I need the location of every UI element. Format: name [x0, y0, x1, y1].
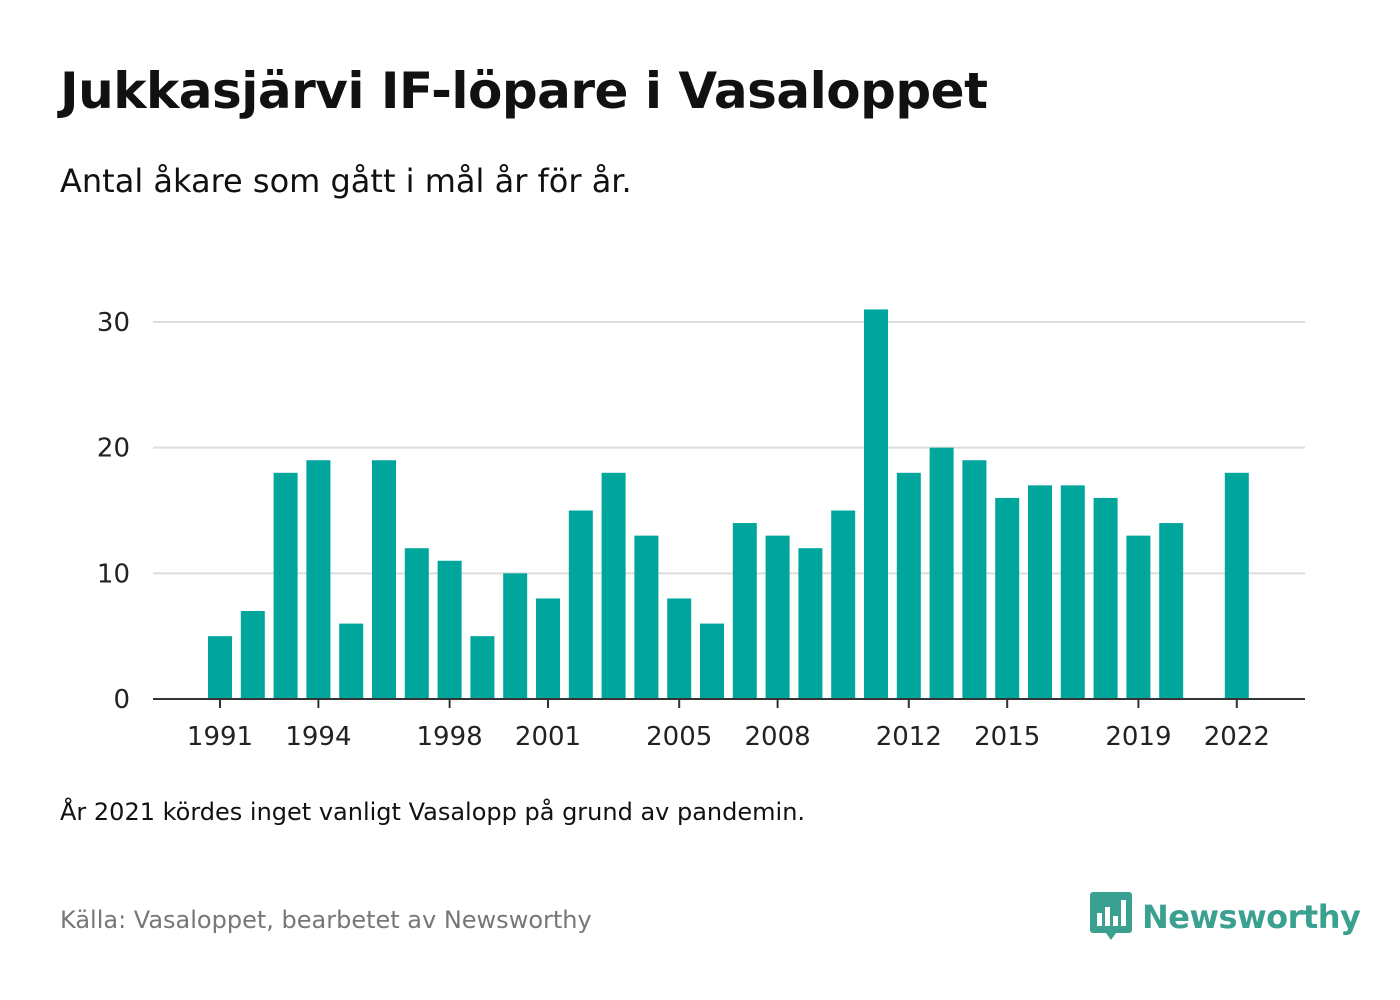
bar-1998 — [437, 560, 462, 699]
brand-name: Newsworthy — [1142, 898, 1361, 936]
bar-1992 — [240, 611, 265, 699]
x-tick-label: 2019 — [1105, 722, 1171, 752]
y-tick-label: 30 — [97, 308, 130, 338]
y-tick-label: 20 — [97, 434, 130, 464]
bar-2016 — [1028, 485, 1052, 699]
footnote: År 2021 kördes inget vanligt Vasalopp på… — [60, 798, 806, 826]
y-tick-label: 10 — [97, 559, 130, 589]
bar-2010 — [831, 510, 856, 699]
y-axis-ticks: 0 10 20 30 — [97, 308, 130, 715]
chart-title: Jukkasjärvi IF-löpare i Vasaloppet — [60, 62, 988, 120]
bar-chart: 0 10 20 30 1991 1994 1998 2001 2005 2008 2012 2015… — [97, 308, 1305, 752]
bar-1999 — [470, 636, 495, 699]
x-tick-label: 2001 — [515, 722, 581, 752]
bar-2001 — [536, 598, 560, 699]
bar-2022 — [1224, 472, 1249, 699]
bar-2002 — [568, 510, 593, 699]
bar-2014 — [962, 460, 987, 699]
bar-2018 — [1093, 497, 1118, 699]
bar-2012 — [896, 472, 921, 699]
bar-2011 — [864, 309, 888, 699]
bar-2007 — [732, 523, 757, 699]
bar-2009 — [798, 548, 823, 699]
bar-2005 — [667, 598, 692, 699]
bar-2000 — [503, 573, 528, 699]
bar-2015 — [995, 497, 1020, 699]
x-tick-label: 1994 — [285, 722, 351, 752]
bar-1995 — [339, 623, 364, 699]
y-tick-label: 0 — [113, 685, 130, 715]
x-tick-label: 2008 — [745, 722, 811, 752]
bar-2017 — [1060, 485, 1085, 699]
source-credit: Källa: Vasaloppet, bearbetet av Newswort… — [60, 906, 592, 934]
bar-1997 — [404, 548, 429, 699]
x-tick-label: 1991 — [187, 722, 253, 752]
x-tick-label: 2012 — [876, 722, 942, 752]
bar-2019 — [1126, 535, 1151, 699]
bar-2004 — [634, 535, 659, 699]
bars — [208, 309, 1249, 699]
bar-1996 — [372, 460, 396, 699]
x-tick-label: 1998 — [417, 722, 483, 752]
bar-1994 — [306, 460, 331, 699]
x-axis-ticks: 1991 1994 1998 2001 2005 2008 2012 2015 2019 2022 — [187, 699, 1270, 752]
brand-logo: Newsworthy — [1090, 892, 1361, 942]
bar-2006 — [700, 623, 724, 699]
bar-2020 — [1159, 523, 1184, 699]
bar-2008 — [765, 535, 790, 699]
x-tick-label: 2015 — [974, 722, 1040, 752]
bar-1991 — [208, 636, 232, 699]
bar-2003 — [601, 472, 626, 699]
x-tick-label: 2005 — [646, 722, 712, 752]
chart-subtitle: Antal åkare som gått i mål år för år. — [60, 162, 632, 200]
x-tick-label: 2022 — [1204, 722, 1270, 752]
newsworthy-logo-icon — [1090, 892, 1132, 940]
bar-1993 — [273, 472, 298, 699]
bar-2013 — [929, 447, 954, 699]
